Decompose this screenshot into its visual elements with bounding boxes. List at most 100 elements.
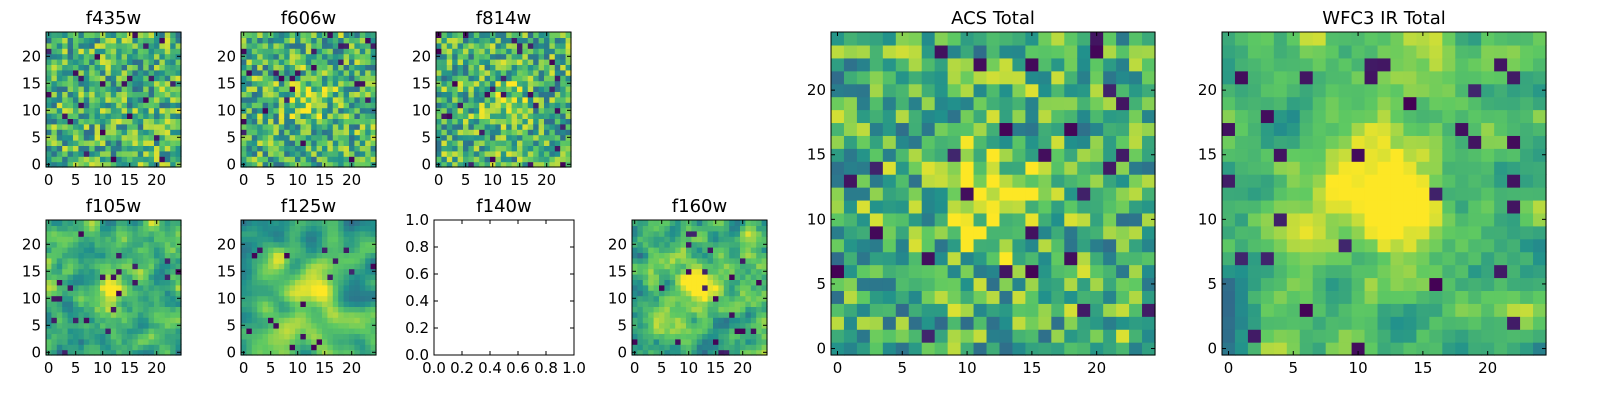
pixel — [359, 328, 366, 334]
pixel — [148, 252, 155, 259]
x-tick-label: 20 — [733, 359, 752, 377]
pixel — [94, 80, 101, 87]
pixel — [278, 306, 285, 313]
pixel — [1012, 277, 1026, 291]
pixel — [1325, 44, 1340, 59]
pixel — [349, 344, 355, 351]
pixel — [1325, 57, 1340, 72]
pixel — [116, 252, 123, 259]
pixel — [257, 75, 264, 82]
pixel — [1142, 199, 1156, 214]
pixel — [664, 322, 671, 329]
pixel — [105, 338, 112, 345]
pixel — [734, 290, 741, 297]
pixel — [284, 247, 291, 253]
pixel — [83, 145, 90, 152]
pixel — [105, 247, 112, 253]
pixel — [67, 64, 74, 71]
pixel — [1064, 316, 1078, 330]
pixel — [869, 148, 884, 162]
pixel — [56, 129, 63, 136]
pixel — [1116, 187, 1130, 201]
pixel — [1299, 148, 1314, 162]
pixel — [316, 247, 323, 253]
pixel — [354, 220, 361, 226]
pixel — [83, 75, 90, 82]
pixel — [1286, 225, 1301, 240]
pixel — [327, 328, 334, 334]
pixel — [46, 252, 52, 259]
pixel — [1051, 212, 1065, 227]
pixel — [934, 122, 949, 136]
pixel — [1364, 109, 1379, 124]
pixel — [121, 102, 128, 109]
pixel — [675, 236, 682, 243]
pixel — [322, 236, 328, 243]
pixel — [675, 225, 682, 232]
pixel — [268, 113, 274, 119]
pixel — [527, 113, 534, 119]
pixel — [1051, 329, 1065, 343]
pixel — [882, 212, 897, 227]
pixel — [653, 306, 660, 313]
pixel — [83, 252, 90, 259]
pixel — [241, 317, 247, 324]
pixel — [257, 150, 264, 157]
pixel — [1351, 199, 1366, 214]
pixel — [268, 230, 274, 237]
pixel — [642, 290, 649, 297]
pixel — [143, 32, 150, 38]
pixel — [62, 48, 69, 55]
pixel — [164, 252, 171, 259]
pixel — [262, 102, 269, 109]
pixel — [495, 42, 502, 49]
pixel — [495, 140, 502, 146]
pixel — [1051, 264, 1065, 279]
pixel — [241, 306, 247, 313]
pixel — [729, 257, 736, 264]
pixel — [354, 37, 361, 44]
pixel — [549, 53, 556, 60]
pixel — [327, 145, 334, 152]
pixel — [338, 295, 345, 302]
pixel — [1116, 316, 1130, 330]
pixel — [322, 268, 328, 275]
pixel — [365, 225, 372, 232]
pixel — [175, 145, 182, 152]
pixel — [702, 317, 709, 324]
pixel — [473, 53, 480, 60]
pixel — [1247, 57, 1262, 72]
pixel — [289, 107, 296, 114]
pixel — [116, 225, 123, 232]
pixel — [370, 220, 377, 226]
pixel — [960, 225, 975, 240]
pixel — [148, 150, 155, 157]
pixel — [251, 69, 258, 76]
pixel — [934, 238, 949, 253]
pixel — [365, 333, 372, 340]
pixel — [137, 311, 144, 318]
pixel — [637, 257, 644, 264]
pixel — [457, 129, 464, 136]
pixel — [642, 333, 649, 340]
pixel — [895, 109, 910, 124]
pixel — [632, 236, 638, 243]
pixel — [740, 257, 746, 264]
pixel — [1129, 277, 1143, 291]
pixel — [463, 80, 469, 87]
pixel — [1142, 70, 1156, 85]
pixel — [343, 268, 350, 275]
pixel — [527, 140, 534, 146]
pixel — [100, 279, 106, 286]
pixel — [121, 274, 128, 280]
y-tick-label: 0 — [421, 155, 431, 173]
pixel — [170, 220, 177, 226]
pixel — [105, 230, 112, 237]
pixel — [132, 161, 139, 168]
pixel — [473, 59, 480, 65]
pixel — [94, 241, 101, 248]
pixel — [94, 69, 101, 76]
pixel — [327, 140, 334, 146]
pixel — [268, 156, 274, 163]
